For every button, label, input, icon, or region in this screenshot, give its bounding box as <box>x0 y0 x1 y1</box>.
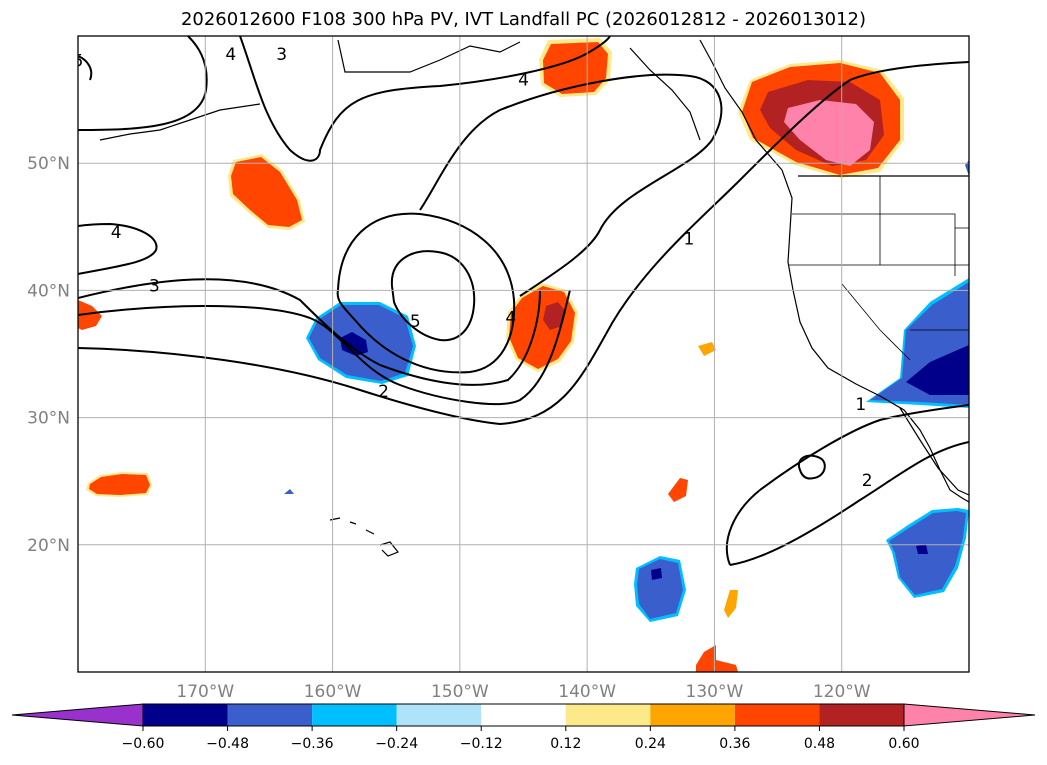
map-area: 5 4 3 4 4 3 5 4 2 1 1 2 <box>73 36 969 672</box>
north-america-coastline <box>699 39 969 503</box>
colorbar-segment <box>565 704 651 726</box>
state-borders <box>788 176 969 361</box>
colorbar-tick-label: −0.48 <box>206 736 249 752</box>
contour-label: 2 <box>378 382 389 402</box>
pv-contour-line <box>78 289 571 405</box>
colorbar-segment <box>734 704 820 726</box>
y-tick-label: 40°N <box>27 281 70 301</box>
contour-label: 2 <box>862 471 873 491</box>
pv-contour-line <box>78 61 969 426</box>
y-tick-label: 50°N <box>27 154 70 174</box>
alaska-panhandle-islands <box>629 47 701 141</box>
ivt-positive-region <box>543 302 566 330</box>
ivt-negative-region <box>637 559 683 619</box>
y-tick-label: 30°N <box>27 409 70 429</box>
contour-label: 4 <box>518 71 529 91</box>
x-tick-label: 150°W <box>431 682 489 702</box>
x-tick-label: 130°W <box>686 682 744 702</box>
pv-contour-line <box>78 55 93 81</box>
colorbar-tick-label: 0.60 <box>888 736 919 752</box>
contour-label: 4 <box>505 308 516 328</box>
ivt-positive-region <box>89 474 150 495</box>
gulf-california-coast <box>899 407 969 496</box>
colorbar-segment <box>396 704 482 726</box>
map-frame <box>77 35 970 673</box>
ivt-negative-region <box>965 160 969 176</box>
colorbar-extend-min <box>11 703 144 727</box>
pv-contour-line <box>78 222 158 275</box>
colorbar-tick-label: −0.36 <box>291 736 334 752</box>
x-tick-label: 160°W <box>304 682 362 702</box>
pv-contour-line <box>797 454 826 480</box>
colorbar-segment <box>227 704 313 726</box>
ivt-negative-region <box>906 345 969 395</box>
hawaii-islands <box>329 517 399 557</box>
ivt-positive-region <box>543 42 608 94</box>
contour-label: 4 <box>225 45 236 65</box>
colorbar-segment <box>481 704 566 726</box>
pv-contour-line <box>336 212 516 374</box>
x-tick-label: 140°W <box>558 682 616 702</box>
x-tick-label: 120°W <box>813 682 871 702</box>
colorbar-segment <box>819 704 904 726</box>
ivt-negative-region <box>340 332 368 356</box>
colorbar-extend-max <box>903 703 1036 727</box>
colorbar-segment <box>312 704 397 726</box>
aleutian-islands <box>99 103 261 141</box>
pv-contour-line <box>239 36 611 162</box>
ivt-negative-region <box>651 568 662 580</box>
pv-contour-line <box>729 441 969 566</box>
contour-label: 4 <box>111 223 122 243</box>
colorbar-tick-label: −0.12 <box>460 736 503 752</box>
graticule <box>78 36 969 672</box>
x-tick-label: 170°W <box>176 682 234 702</box>
colorbar-tick-label: 0.36 <box>719 736 750 752</box>
ivt-negative-region <box>284 489 294 494</box>
contour-label: 1 <box>855 395 866 415</box>
contour-label: 1 <box>684 230 695 250</box>
y-tick-label: 20°N <box>27 536 70 556</box>
ivt-positive-region <box>231 157 302 227</box>
colorbar-tick-label: −0.60 <box>122 736 165 752</box>
ivt-positive-region <box>696 645 738 672</box>
contour-label: 5 <box>73 51 84 71</box>
pv-contour-line <box>78 278 541 386</box>
pv-contour-line <box>725 404 969 566</box>
pv-contour-labels: 5 4 3 4 4 3 5 4 2 1 1 2 <box>73 45 873 491</box>
colorbar-tick-label: 0.48 <box>804 736 835 752</box>
axis-tick-labels: 170°W 160°W 150°W 140°W 130°W 120°W 20°N 30°N 40… <box>27 154 871 702</box>
alaska-coastline <box>337 39 521 73</box>
contour-label: 5 <box>410 312 421 332</box>
colorbar-tick-label: 0.12 <box>550 736 581 752</box>
ivt-positive-region <box>698 342 716 356</box>
contour-label: 3 <box>149 277 160 297</box>
pv-contour-line <box>78 36 208 131</box>
colorbar-outline <box>142 703 905 727</box>
chart-title: 2026012600 F108 300 hPa PV, IVT Landfall… <box>180 9 867 30</box>
colorbar-segment <box>143 704 228 726</box>
colorbar-segment <box>650 704 735 726</box>
ivt-negative-region <box>916 544 928 554</box>
ivt-positive-region <box>78 300 102 330</box>
colorbar-tick-label: −0.24 <box>375 736 418 752</box>
colorbar: −0.60 −0.48 −0.36 −0.24 −0.12 0.12 0.24 0.36 0.4… <box>11 703 1036 752</box>
ivt-positive-region <box>724 590 738 618</box>
colorbar-tick-label: 0.24 <box>635 736 666 752</box>
ivt-positive-region <box>668 478 688 502</box>
negative-anomaly-fills <box>284 160 969 622</box>
coastlines <box>99 39 969 557</box>
contour-label: 3 <box>276 45 287 65</box>
pv-contour-line <box>390 250 476 342</box>
